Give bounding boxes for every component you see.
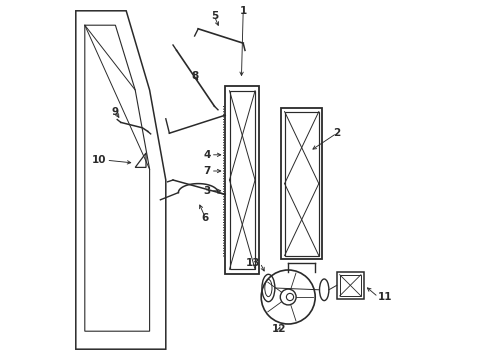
Bar	[281, 108, 322, 259]
Bar	[340, 275, 361, 296]
Bar	[225, 86, 259, 274]
Text: 4: 4	[203, 150, 211, 160]
Text: 9: 9	[112, 107, 119, 117]
Text: 3: 3	[203, 186, 211, 196]
Text: 8: 8	[191, 71, 198, 81]
Text: 2: 2	[333, 128, 341, 138]
Text: 10: 10	[92, 155, 106, 165]
Text: 11: 11	[378, 292, 392, 302]
Bar	[229, 91, 255, 269]
Text: 1: 1	[240, 6, 247, 16]
Text: 5: 5	[211, 11, 218, 21]
Bar	[337, 272, 364, 299]
Bar	[285, 112, 319, 256]
Text: 12: 12	[272, 324, 287, 334]
Text: 7: 7	[203, 166, 211, 176]
Text: 13: 13	[245, 258, 260, 268]
Text: 6: 6	[202, 213, 209, 223]
